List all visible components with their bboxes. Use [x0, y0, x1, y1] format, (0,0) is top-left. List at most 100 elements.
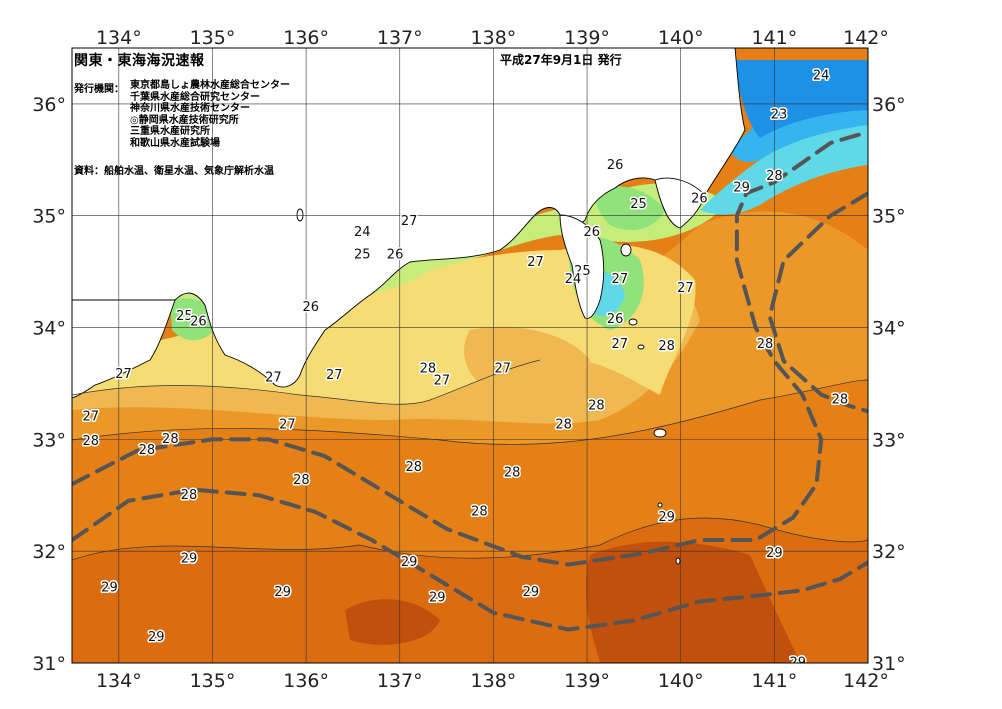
- isotherm-label: 26: [387, 247, 404, 262]
- isotherm-label: 28: [658, 339, 675, 354]
- island-torishima: [675, 557, 681, 565]
- data-source: 資料：船舶水温、衛星水温、気象庁解析水温: [74, 166, 274, 177]
- sst-zone-24-boso: [700, 118, 868, 215]
- lat-label: 33°: [32, 429, 66, 451]
- isotherm-label: 29: [274, 585, 291, 600]
- lat-label: 34°: [32, 318, 66, 340]
- isotherm-label: 26: [607, 158, 624, 173]
- lon-label: 134°: [96, 670, 142, 692]
- isotherm-label: 28: [139, 443, 156, 458]
- lat-label: 32°: [32, 541, 66, 563]
- isotherm-label: 26: [691, 191, 708, 206]
- lat-label: 32°: [872, 541, 906, 563]
- isotherm-label: 25: [574, 264, 591, 279]
- isotherm-label: 27: [115, 367, 132, 382]
- isotherm-label: 28: [504, 465, 521, 480]
- land: [72, 48, 746, 399]
- issuer-item: 三重県水産研究所: [130, 126, 210, 138]
- isotherm-label: 28: [555, 417, 572, 432]
- lon-label: 140°: [658, 670, 704, 692]
- lat-label: 33°: [872, 429, 906, 451]
- lon-label: 138°: [471, 670, 517, 692]
- lon-label: 135°: [190, 27, 236, 49]
- isotherm-label: 23: [771, 108, 788, 123]
- isotherm-label: 29: [523, 585, 540, 600]
- lat-labels-right: 36° 35° 34° 33° 32° 31°: [872, 94, 906, 675]
- isotherm-label: 25: [176, 309, 193, 324]
- isotherm-label: 29: [401, 555, 418, 570]
- isotherm-label: 29: [789, 656, 806, 671]
- lon-labels-top: 134° 135° 136° 137° 138° 139° 140° 141° 142°: [96, 27, 889, 49]
- lon-label: 139°: [564, 670, 610, 692]
- lat-label: 31°: [872, 653, 906, 675]
- island-sado: [296, 208, 304, 222]
- lon-label: 141°: [751, 670, 797, 692]
- isotherm-label: 27: [326, 368, 343, 383]
- isotherm-label: 27: [495, 361, 512, 376]
- isotherm-label: 27: [677, 281, 694, 296]
- kuroshio-axis-line: [72, 129, 868, 567]
- isotherm-label: 29: [429, 591, 446, 606]
- lon-label: 137°: [377, 670, 423, 692]
- land-shikoku: [72, 299, 176, 399]
- issuer-list: 東京都島しょ農林水産総合センター 千葉県水産総合研究センター 神奈川県水産技術セ…: [130, 80, 290, 150]
- land-izu-peninsula: [559, 214, 605, 319]
- island-toshima: [628, 318, 638, 326]
- isotherm-label: 24: [813, 68, 830, 83]
- isotherm-label: 28: [293, 473, 310, 488]
- lat-label: 35°: [32, 206, 66, 228]
- lat-label: 34°: [872, 318, 906, 340]
- isotherm-label: 28: [471, 505, 488, 520]
- lon-label: 138°: [471, 27, 517, 49]
- island-niijima: [637, 344, 645, 350]
- kuroshio-axes: [72, 129, 868, 632]
- isotherm-label: 27: [265, 370, 282, 385]
- isotherm-label: 28: [766, 169, 783, 184]
- isotherm-label: 26: [303, 300, 320, 315]
- kuroshio-axis-line: [767, 191, 868, 414]
- isotherm-label: 27: [612, 337, 629, 352]
- isotherm-27-line: [72, 359, 541, 405]
- issuer-item: 千葉県水産総合研究センター: [130, 91, 260, 103]
- issuer-item: 東京都島しょ農林水産総合センター: [130, 80, 290, 91]
- lat-label: 36°: [872, 94, 906, 116]
- isotherm-label: 24: [565, 272, 582, 287]
- kuroshio-axis-line: [72, 487, 868, 632]
- issuers-label: 発行機関：: [74, 84, 124, 95]
- lon-label: 141°: [751, 27, 797, 49]
- isotherm-label: 29: [658, 510, 675, 525]
- lat-label: 35°: [872, 206, 906, 228]
- isotherm-label: 26: [583, 225, 600, 240]
- isotherm-label: 28: [588, 398, 605, 413]
- sst-zone-29-5-west: [345, 599, 440, 645]
- isotherm-label: 27: [82, 410, 99, 425]
- lon-label: 142°: [843, 27, 889, 49]
- isotherm-label: 25: [354, 247, 371, 262]
- lon-label: 134°: [96, 27, 142, 49]
- lon-label: 139°: [564, 27, 610, 49]
- issuer-item: ◎静岡県水産技術研究所: [130, 114, 239, 126]
- isotherm-label: 24: [354, 225, 371, 240]
- isotherm-label: 28: [82, 434, 99, 449]
- report-title: 関東・東海海況速報: [74, 53, 205, 69]
- issuer-item: 神奈川県水産技術センター: [130, 103, 250, 115]
- isotherm-label: 28: [757, 337, 774, 352]
- lat-labels-left: 36° 35° 34° 33° 32° 31°: [32, 94, 66, 675]
- lat-label: 31°: [32, 653, 66, 675]
- sst-zone-29-5: [585, 541, 800, 663]
- isotherm-label: 27: [527, 255, 544, 270]
- island-aogashima: [657, 502, 663, 508]
- isotherm-label: 29: [181, 552, 198, 567]
- isotherm-label: 28: [162, 432, 179, 447]
- lon-label: 135°: [190, 670, 236, 692]
- lon-label: 142°: [843, 670, 889, 692]
- lat-label: 36°: [32, 94, 66, 116]
- isotherm-label: 28: [420, 361, 437, 376]
- sst-zone-25-sagami: [594, 186, 665, 230]
- isotherm-label: 29: [733, 180, 750, 195]
- isotherm-label: 28: [832, 393, 849, 408]
- island-oshima: [620, 243, 632, 257]
- isotherm-label: 28: [181, 488, 198, 503]
